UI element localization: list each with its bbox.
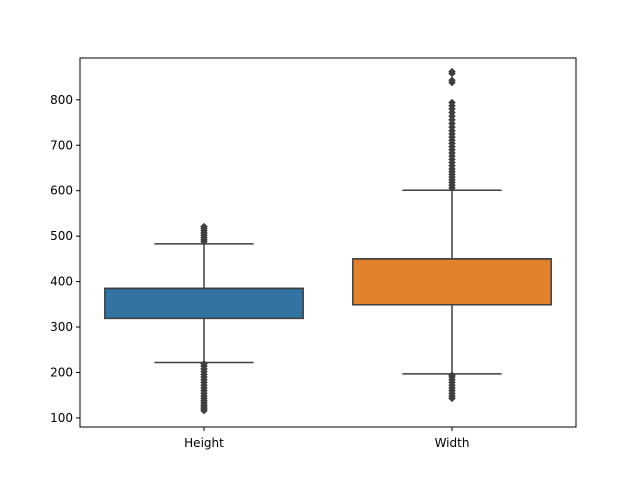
y-axis: 100 200 300 400 500 600 700 800 <box>50 93 80 425</box>
y-tick-label: 100 <box>50 411 73 425</box>
y-tick-label: 500 <box>50 229 73 243</box>
y-tick-label: 300 <box>50 320 73 334</box>
box-iqr <box>352 258 552 306</box>
plot-frame <box>79 57 577 428</box>
x-tick-label: Height <box>184 436 224 450</box>
x-axis: Height Width <box>184 427 469 450</box>
box-group-width <box>352 67 552 403</box>
box-iqr <box>104 287 304 320</box>
y-tick-label: 400 <box>50 275 73 289</box>
y-tick-label: 200 <box>50 365 73 379</box>
outlier-point <box>448 67 456 76</box>
y-tick-label: 800 <box>50 93 73 107</box>
outlier-point <box>448 98 456 107</box>
outlier-point <box>448 371 456 380</box>
outlier-point <box>448 76 456 85</box>
outlier-point <box>200 359 208 368</box>
boxes-layer <box>104 67 552 415</box>
box-group-height <box>104 222 304 415</box>
outlier-point <box>200 222 208 231</box>
y-tick-label: 600 <box>50 184 73 198</box>
y-tick-label: 700 <box>50 138 73 152</box>
x-tick-label: Width <box>435 436 470 450</box>
